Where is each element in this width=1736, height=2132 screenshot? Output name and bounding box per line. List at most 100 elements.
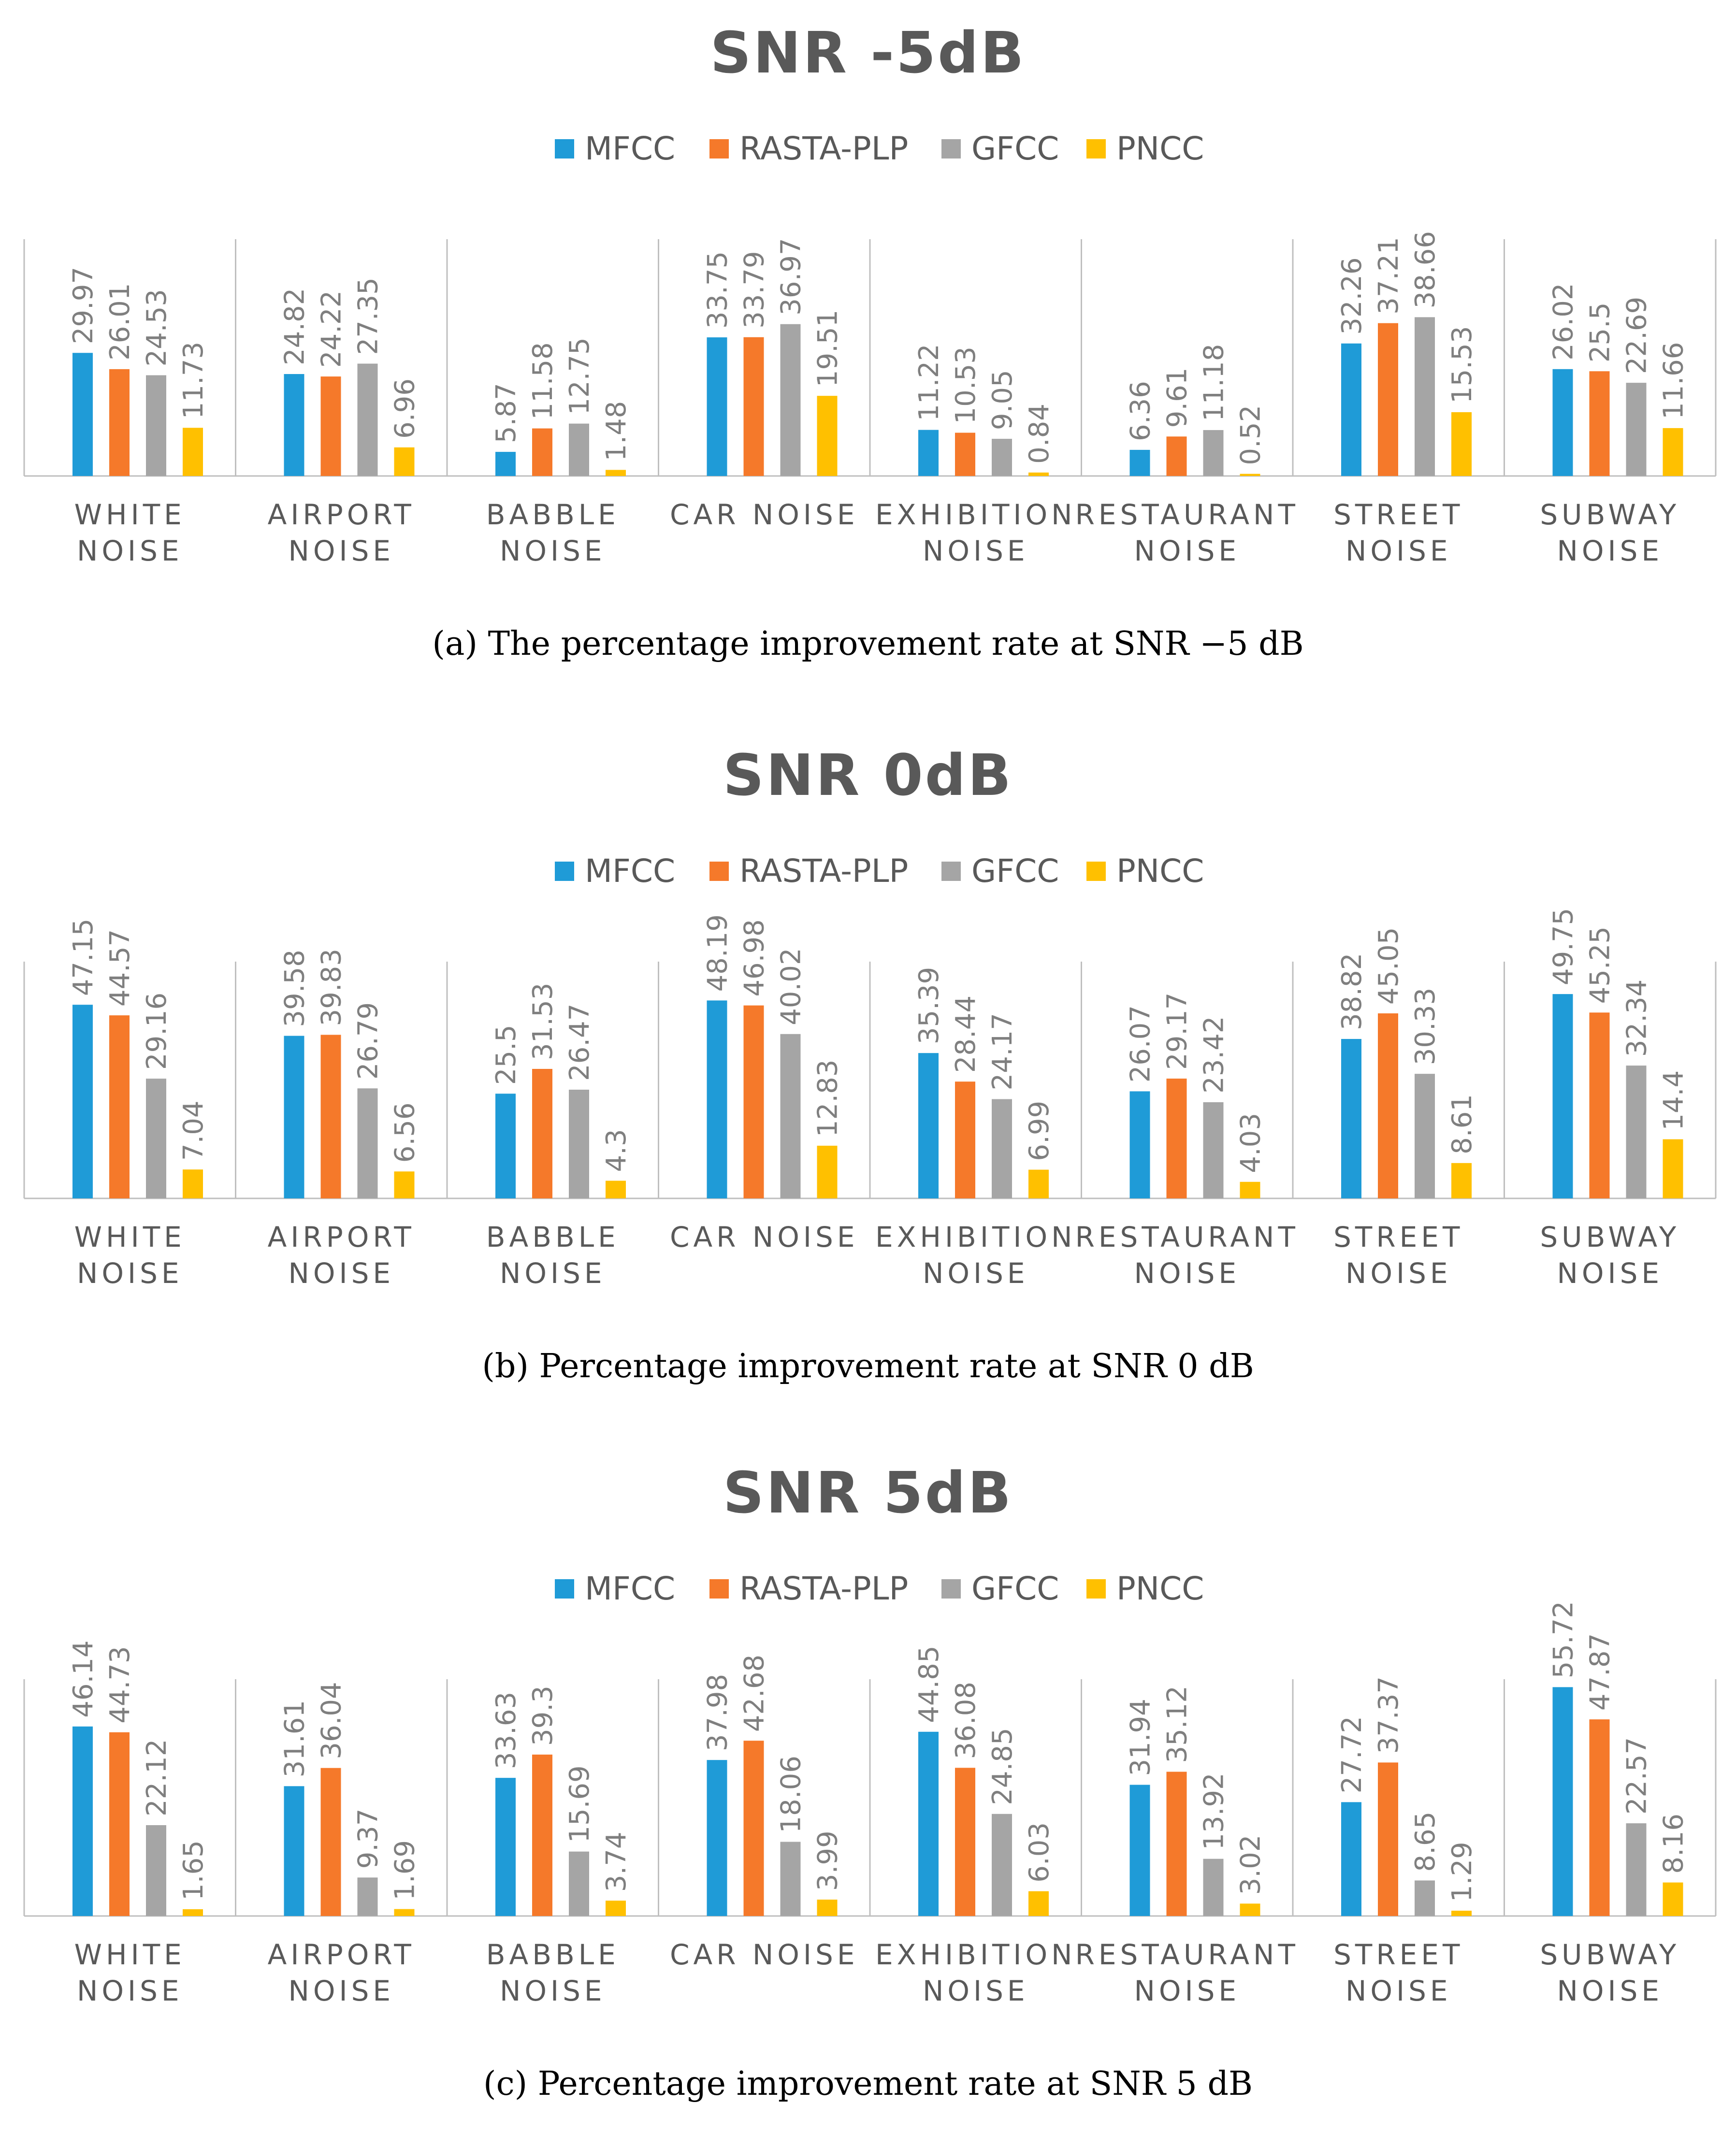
data-label-gfcc: 9.37: [353, 1809, 384, 1869]
bar-mfcc-white-noise: [72, 1005, 93, 1198]
data-label-rasta-plp: 10.53: [950, 346, 982, 424]
legend-swatch-rasta-plp: [709, 862, 729, 881]
bar-gfcc-white-noise: [146, 375, 166, 476]
data-label-mfcc: 33.75: [702, 251, 734, 329]
data-label-rasta-plp: 39.83: [316, 949, 347, 1026]
bar-rasta-plp-car-noise: [743, 337, 764, 476]
chart-title: SNR 0dB: [723, 742, 1013, 808]
data-label-pncc: 19.51: [812, 310, 844, 387]
data-label-mfcc: 6.36: [1125, 381, 1157, 441]
data-label-pncc: 3.02: [1235, 1835, 1267, 1895]
data-label-pncc: 15.53: [1447, 326, 1478, 403]
data-label-mfcc: 31.94: [1125, 1699, 1157, 1776]
data-label-rasta-plp: 47.87: [1585, 1633, 1616, 1711]
bar-pncc-subway-noise: [1663, 1139, 1683, 1198]
data-label-pncc: 11.66: [1658, 342, 1690, 419]
bar-mfcc-restaurant-noise: [1129, 449, 1150, 476]
bar-mfcc-airport-noise: [284, 1786, 304, 1916]
category-label: BABBLE: [486, 498, 620, 531]
data-label-pncc: 1.48: [601, 401, 632, 461]
data-label-pncc: 1.29: [1447, 1842, 1478, 1902]
bar-pncc-restaurant-noise: [1240, 1181, 1260, 1198]
bar-gfcc-babble-noise: [569, 423, 589, 476]
bar-mfcc-restaurant-noise: [1129, 1091, 1150, 1198]
bar-pncc-exhibition-noise: [1028, 472, 1049, 476]
data-label-rasta-plp: 11.58: [527, 342, 559, 419]
bar-pncc-car-noise: [817, 396, 838, 476]
data-label-gfcc: 36.97: [776, 238, 807, 315]
bar-pncc-white-noise: [183, 428, 203, 476]
legend-swatch-pncc: [1086, 139, 1106, 158]
bar-gfcc-subway-noise: [1626, 1066, 1647, 1198]
bar-gfcc-exhibition-noise: [992, 439, 1012, 476]
data-label-pncc: 8.16: [1658, 1814, 1690, 1874]
category-label: NOISE: [1557, 534, 1663, 567]
bar-rasta-plp-babble-noise: [532, 1068, 552, 1198]
chart-title: SNR 5dB: [723, 1459, 1013, 1526]
bar-rasta-plp-exhibition-noise: [955, 432, 975, 476]
legend-swatch-gfcc: [941, 862, 961, 881]
category-label: NOISE: [1345, 534, 1452, 567]
bar-gfcc-street-noise: [1415, 1074, 1435, 1198]
data-label-gfcc: 38.66: [1410, 231, 1441, 308]
data-label-mfcc: 44.85: [913, 1645, 945, 1723]
bar-pncc-babble-noise: [606, 1181, 626, 1198]
bar-pncc-exhibition-noise: [1028, 1169, 1049, 1198]
data-label-mfcc: 47.15: [68, 919, 99, 996]
data-label-mfcc: 35.39: [913, 967, 945, 1044]
legend-swatch-mfcc: [555, 139, 574, 158]
bar-rasta-plp-airport-noise: [320, 376, 341, 476]
bar-rasta-plp-white-noise: [109, 369, 130, 476]
data-label-mfcc: 39.58: [279, 950, 311, 1027]
bar-pncc-restaurant-noise: [1240, 474, 1260, 476]
category-label: RESTAURANT: [1075, 1221, 1299, 1253]
bar-rasta-plp-airport-noise: [320, 1768, 341, 1916]
data-label-pncc: 4.3: [601, 1129, 632, 1172]
data-label-gfcc: 27.35: [353, 277, 384, 355]
bar-pncc-babble-noise: [606, 470, 626, 476]
bar-rasta-plp-airport-noise: [320, 1035, 341, 1198]
data-label-gfcc: 40.02: [776, 948, 807, 1025]
bar-pncc-subway-noise: [1663, 428, 1683, 476]
data-label-rasta-plp: 37.37: [1373, 1676, 1404, 1754]
category-label: NOISE: [1345, 1257, 1452, 1290]
data-label-pncc: 14.4: [1658, 1070, 1690, 1131]
data-label-rasta-plp: 44.73: [104, 1646, 136, 1723]
category-label: NOISE: [1557, 1257, 1663, 1290]
bar-rasta-plp-car-noise: [743, 1741, 764, 1916]
category-label: EXHIBITION: [875, 1221, 1076, 1253]
legend-label-pncc: PNCC: [1116, 852, 1204, 890]
data-label-mfcc: 46.14: [68, 1640, 99, 1717]
data-label-pncc: 3.99: [812, 1830, 844, 1891]
data-label-pncc: 3.74: [601, 1832, 632, 1892]
legend-swatch-rasta-plp: [709, 139, 729, 158]
category-label: NOISE: [77, 534, 183, 567]
data-label-pncc: 11.73: [178, 342, 209, 419]
data-label-gfcc: 26.47: [564, 1004, 595, 1081]
data-label-gfcc: 30.33: [1410, 988, 1441, 1065]
category-label: NOISE: [500, 534, 606, 567]
bar-pncc-subway-noise: [1663, 1882, 1683, 1916]
category-label: WHITE: [74, 498, 186, 531]
category-label: NOISE: [500, 1974, 606, 2007]
bar-mfcc-street-noise: [1341, 1039, 1361, 1198]
category-label: AIRPORT: [268, 1938, 415, 1971]
data-label-gfcc: 24.53: [141, 289, 173, 366]
bar-mfcc-babble-noise: [495, 1778, 516, 1916]
bar-pncc-airport-noise: [394, 447, 415, 476]
data-label-rasta-plp: 37.21: [1373, 237, 1404, 314]
bar-mfcc-exhibition-noise: [918, 1731, 939, 1916]
legend-label-gfcc: GFCC: [971, 1570, 1059, 1607]
chart-panel-3: SNR 5dB MFCC RASTA-PLP GFCC PNCC 46.14 31.61 33…: [23, 1459, 1717, 2103]
bar-mfcc-subway-noise: [1552, 369, 1573, 476]
bar-rasta-plp-restaurant-noise: [1166, 1079, 1187, 1198]
bar-gfcc-airport-noise: [357, 363, 378, 476]
bar-gfcc-restaurant-noise: [1203, 1102, 1224, 1198]
data-label-mfcc: 24.82: [279, 288, 311, 365]
data-label-rasta-plp: 36.04: [316, 1682, 347, 1759]
category-label: NOISE: [923, 1257, 1029, 1290]
data-label-mfcc: 11.22: [913, 344, 945, 421]
data-label-mfcc: 5.87: [491, 383, 522, 443]
bar-pncc-white-noise: [183, 1169, 203, 1198]
data-label-pncc: 6.03: [1024, 1822, 1055, 1883]
